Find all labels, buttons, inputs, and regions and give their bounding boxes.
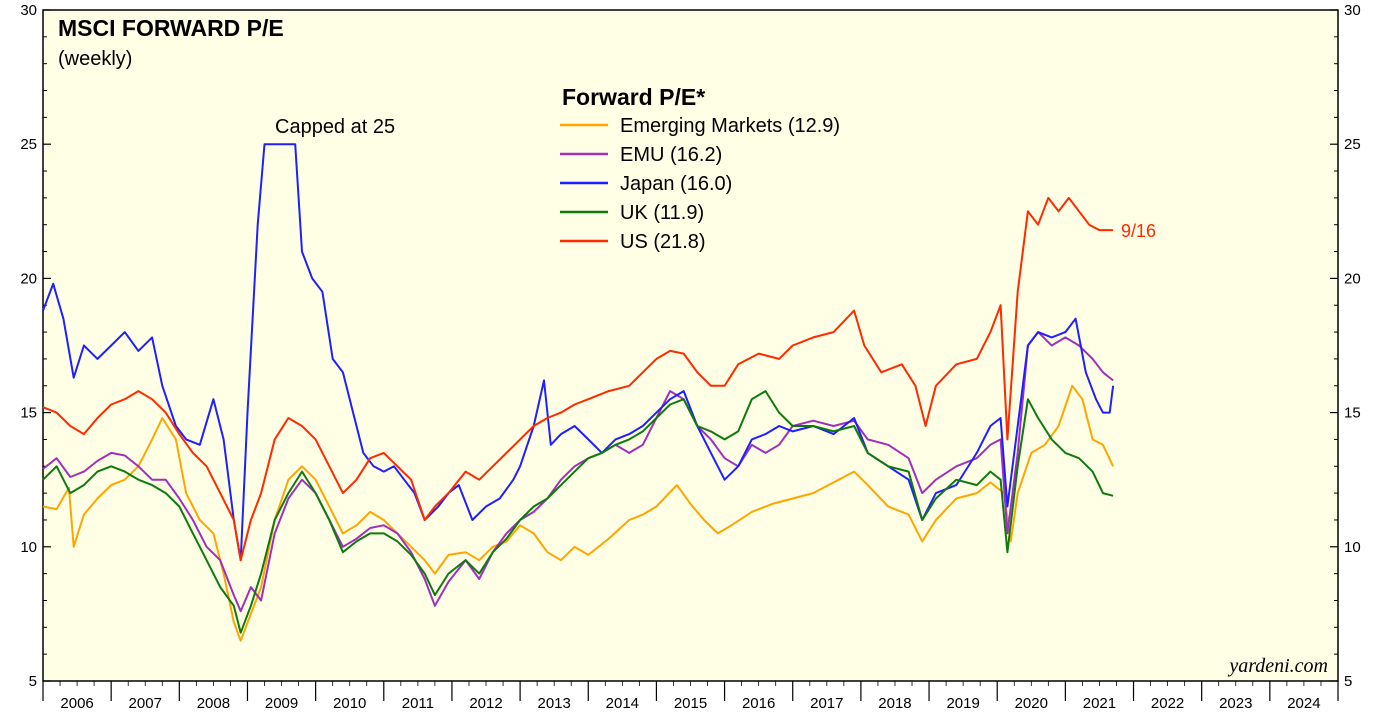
x-tick-label: 2020 bbox=[1015, 695, 1048, 712]
cap-annotation: Capped at 25 bbox=[275, 116, 395, 138]
series-line-uk bbox=[42, 390, 1114, 634]
series-lines bbox=[42, 143, 1115, 642]
x-tick-label: 2011 bbox=[402, 695, 434, 712]
legend-label: EMU (16.2) bbox=[620, 144, 722, 166]
legend-label: UK (11.9) bbox=[620, 202, 704, 224]
y-tick-label-right: 15 bbox=[1344, 405, 1361, 422]
series-line-emu bbox=[42, 331, 1114, 613]
chart-subtitle: (weekly) bbox=[58, 48, 132, 70]
x-tick-label: 2017 bbox=[810, 695, 843, 712]
brand-watermark: yardeni.com bbox=[1227, 655, 1328, 677]
x-tick-label: 2021 bbox=[1083, 695, 1116, 712]
y-tick-label-left: 5 bbox=[29, 673, 37, 690]
series-line-emerging-markets bbox=[42, 384, 1115, 642]
series-line-us bbox=[42, 196, 1114, 562]
y-tick-label-right: 10 bbox=[1344, 539, 1361, 556]
x-tick-label: 2014 bbox=[606, 695, 639, 712]
x-tick-label: 2019 bbox=[946, 695, 979, 712]
y-tick-label-left: 20 bbox=[20, 270, 37, 287]
y-tick-label-left: 10 bbox=[20, 539, 37, 556]
y-tick-label-right: 5 bbox=[1344, 673, 1352, 690]
x-tick-label: 2012 bbox=[469, 695, 502, 712]
y-tick-label-right: 25 bbox=[1344, 136, 1361, 153]
x-tick-label: 2009 bbox=[265, 695, 298, 712]
y-tick-label-left: 25 bbox=[20, 136, 37, 153]
date-annotation: 9/16 bbox=[1121, 221, 1156, 241]
y-tick-label-left: 15 bbox=[20, 405, 37, 422]
x-tick-label: 2016 bbox=[742, 695, 775, 712]
plot-area bbox=[42, 9, 1339, 682]
x-axis: 2006 2007 2008 2009 2010 2011 2012 2013 2014 2015… bbox=[42, 681, 1339, 712]
x-tick-label: 2010 bbox=[333, 695, 366, 712]
y-tick-label-left: 30 bbox=[20, 2, 37, 19]
x-tick-label: 2023 bbox=[1219, 695, 1252, 712]
y-axis-left: 5 10 15 20 25 30 bbox=[20, 2, 51, 690]
y-tick-label-right: 30 bbox=[1344, 2, 1361, 19]
y-tick-label-right: 20 bbox=[1344, 270, 1361, 287]
x-tick-label: 2006 bbox=[60, 695, 93, 712]
chart-title: MSCI FORWARD P/E bbox=[58, 15, 284, 41]
y-axis-right: 5 10 15 20 25 30 bbox=[1330, 2, 1361, 690]
x-tick-label: 2018 bbox=[878, 695, 911, 712]
x-tick-label: 2024 bbox=[1287, 695, 1320, 712]
x-tick-label: 2007 bbox=[129, 695, 162, 712]
legend: Forward P/E* Emerging Markets (12.9) EMU … bbox=[560, 84, 840, 253]
legend-label: Emerging Markets (12.9) bbox=[620, 115, 840, 137]
legend-label: Japan (16.0) bbox=[620, 173, 732, 195]
x-tick-label: 2008 bbox=[197, 695, 230, 712]
x-tick-label: 2022 bbox=[1151, 695, 1184, 712]
x-tick-label: 2013 bbox=[537, 695, 570, 712]
x-tick-label: 2015 bbox=[674, 695, 707, 712]
legend-title: Forward P/E* bbox=[562, 84, 705, 110]
legend-label: US (21.8) bbox=[620, 231, 706, 253]
